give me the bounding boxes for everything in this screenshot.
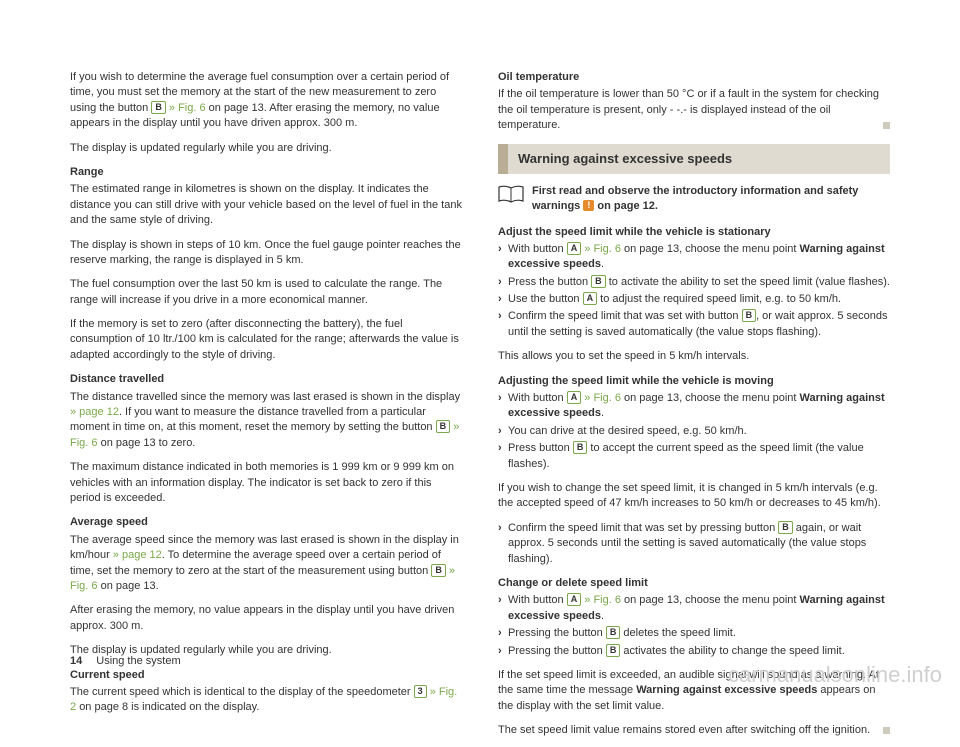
fig-ref: » Fig. 6 <box>584 392 621 404</box>
button-b-label: B <box>151 101 166 114</box>
paragraph: The fuel consumption over the last 50 km… <box>70 277 462 308</box>
fig-ref: » Fig. 6 <box>584 594 621 606</box>
distance-heading: Distance travelled <box>70 372 462 387</box>
paragraph: The average speed since the memory was l… <box>70 533 462 595</box>
warning-icon: ! <box>583 200 594 211</box>
list-item: Pressing the button B activates the abil… <box>498 644 890 659</box>
adjust-moving-heading: Adjusting the speed limit while the vehi… <box>498 374 890 389</box>
change-delete-heading: Change or delete speed limit <box>498 576 890 591</box>
paragraph: The distance travelled since the memory … <box>70 390 462 452</box>
list-item: With button A » Fig. 6 on page 13, choos… <box>498 593 890 624</box>
paragraph: If you wish to determine the average fue… <box>70 70 462 132</box>
page-columns: If you wish to determine the average fue… <box>70 70 890 747</box>
button-b-label: B <box>606 644 621 657</box>
end-square-icon <box>883 727 890 734</box>
button-b-label: B <box>742 309 757 322</box>
button-b-label: B <box>591 275 606 288</box>
list-item: Press button B to accept the current spe… <box>498 441 890 472</box>
steps-list: With button A » Fig. 6 on page 13, choos… <box>498 391 890 472</box>
paragraph: If you wish to change the set speed limi… <box>498 481 890 512</box>
oil-temp-heading: Oil temperature <box>498 70 890 85</box>
paragraph: The display is shown in steps of 10 km. … <box>70 238 462 269</box>
range-heading: Range <box>70 165 462 180</box>
right-column: Oil temperature If the oil temperature i… <box>498 70 890 747</box>
end-square-icon <box>883 122 890 129</box>
list-item: With button A » Fig. 6 on page 13, choos… <box>498 391 890 422</box>
adjust-stationary-heading: Adjust the speed limit while the vehicle… <box>498 225 890 240</box>
list-item: Use the button A to adjust the required … <box>498 292 890 307</box>
page-ref: » page 12 <box>70 406 119 418</box>
list-item: Press the button B to activate the abili… <box>498 275 890 290</box>
steps-list: With button A » Fig. 6 on page 13, choos… <box>498 242 890 340</box>
button-a-label: A <box>567 391 582 404</box>
button-b-label: B <box>573 441 588 454</box>
button-a-label: A <box>583 292 598 305</box>
avg-speed-heading: Average speed <box>70 515 462 530</box>
button-b-label: B <box>436 420 451 433</box>
section-name: Using the system <box>96 655 180 667</box>
button-b-label: B <box>431 564 446 577</box>
list-item: With button A » Fig. 6 on page 13, choos… <box>498 242 890 273</box>
fig-ref: » Fig. 6 <box>169 102 206 114</box>
steps-list: Confirm the speed limit that was set by … <box>498 521 890 567</box>
left-column: If you wish to determine the average fue… <box>70 70 462 747</box>
paragraph: If the memory is set to zero (after disc… <box>70 317 462 363</box>
page-number: 14 <box>70 655 82 667</box>
button-a-label: A <box>567 242 582 255</box>
warning-row: First read and observe the introductory … <box>498 184 890 215</box>
page-footer: 14 Using the system <box>70 654 181 669</box>
paragraph: The current speed which is identical to … <box>70 685 462 716</box>
list-item: Pressing the button B deletes the speed … <box>498 626 890 641</box>
paragraph: The display is updated regularly while y… <box>70 141 462 156</box>
paragraph: The estimated range in kilometres is sho… <box>70 182 462 228</box>
list-item: You can drive at the desired speed, e.g.… <box>498 424 890 439</box>
warning-text: First read and observe the introductory … <box>532 184 890 215</box>
page-ref: » page 12 <box>113 549 162 561</box>
watermark: carmanualsonline.info <box>728 660 942 691</box>
paragraph: If the oil temperature is lower than 50 … <box>498 87 890 133</box>
list-item: Confirm the speed limit that was set wit… <box>498 309 890 340</box>
button-b-label: B <box>778 521 793 534</box>
paragraph: This allows you to set the speed in 5 km… <box>498 349 890 364</box>
section-bar: Warning against excessive speeds <box>498 144 890 174</box>
current-speed-heading: Current speed <box>70 668 462 683</box>
paragraph: The maximum distance indicated in both m… <box>70 460 462 506</box>
book-icon <box>498 185 524 203</box>
fig-ref: » Fig. 6 <box>584 243 621 255</box>
paragraph: After erasing the memory, no value appea… <box>70 603 462 634</box>
paragraph: The set speed limit value remains stored… <box>498 723 890 738</box>
list-item: Confirm the speed limit that was set by … <box>498 521 890 567</box>
number-3-label: 3 <box>414 685 427 698</box>
button-b-label: B <box>606 626 621 639</box>
steps-list: With button A » Fig. 6 on page 13, choos… <box>498 593 890 659</box>
button-a-label: A <box>567 593 582 606</box>
